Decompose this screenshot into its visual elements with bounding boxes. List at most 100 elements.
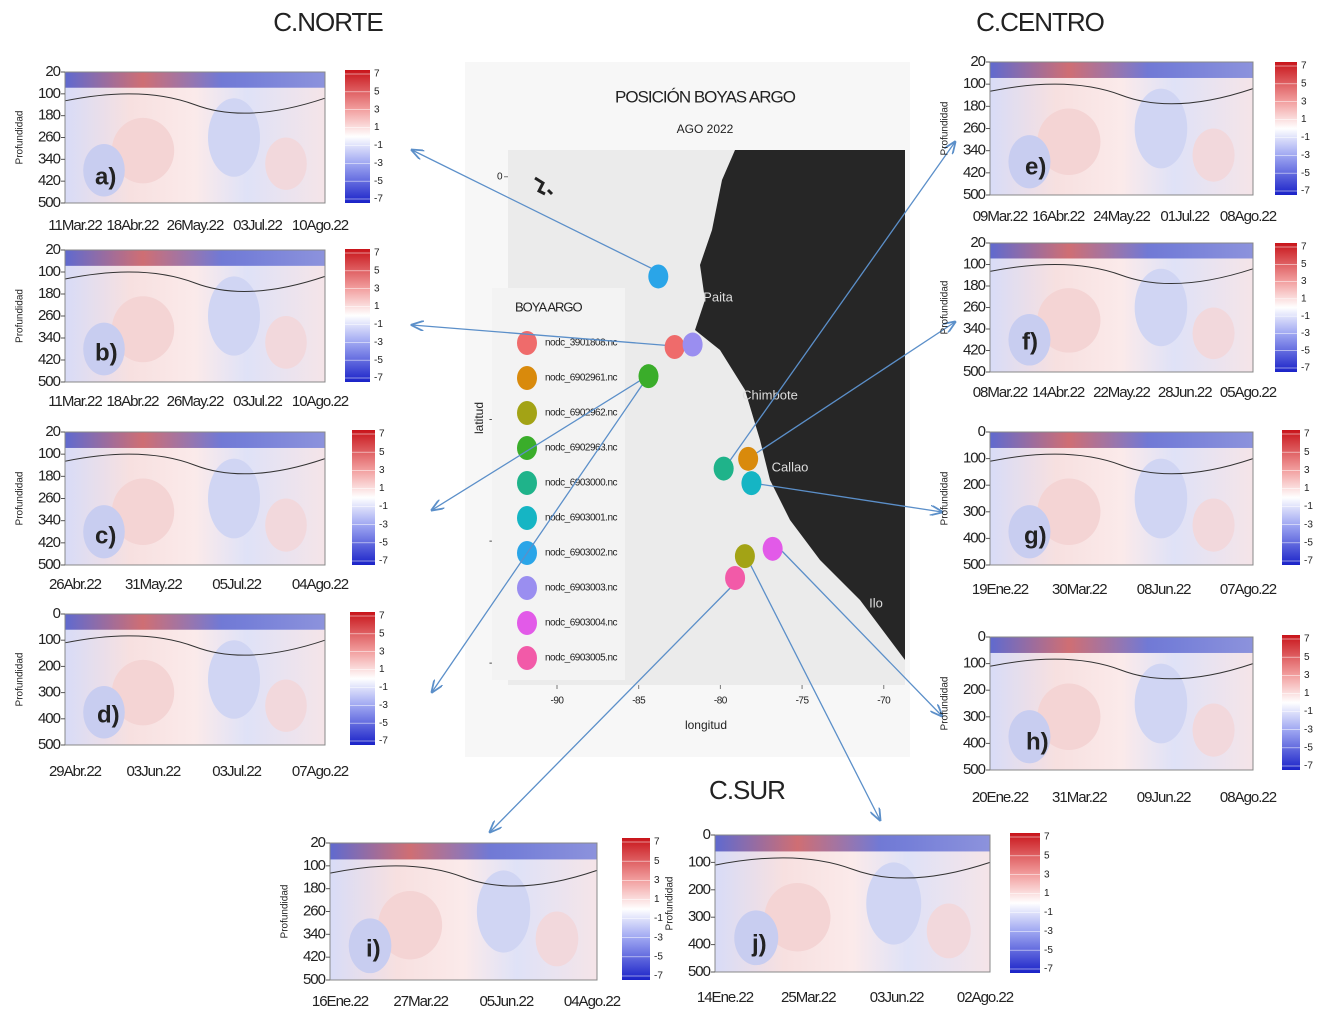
x-tick-label: 14Abr.22 — [1032, 384, 1085, 401]
x-tick-label: 20Ene.22 — [972, 789, 1029, 806]
x-tick-label: 27Mar.22 — [393, 993, 448, 1010]
colorbar-label: -1 — [1044, 907, 1053, 918]
y-tick-label: 100 — [38, 85, 61, 102]
colorbar-label: 5 — [379, 447, 385, 458]
legend-swatch — [517, 611, 537, 635]
anomaly-blob — [1008, 313, 1051, 366]
anomaly-blob — [1037, 288, 1101, 353]
colorbar-label: 1 — [1301, 114, 1307, 125]
legend-swatch — [517, 331, 537, 355]
x-tick-label: 03Jul.22 — [233, 393, 282, 410]
y-tick-label: 500 — [38, 194, 61, 211]
anomaly-blob — [734, 910, 779, 966]
region-title: C.SUR — [709, 775, 785, 805]
arrow — [432, 374, 650, 510]
panel-label: b) — [95, 339, 118, 366]
anomaly-blob — [476, 870, 531, 953]
anomaly-blob — [1134, 268, 1188, 347]
colorbar-label: 3 — [379, 465, 385, 476]
panel-label: j) — [751, 930, 767, 957]
y-tick-label: 300 — [688, 908, 711, 925]
anomaly-blob — [1008, 505, 1051, 559]
colorbar-label: -3 — [374, 158, 383, 169]
y-tick-label: 180 — [303, 880, 326, 897]
y-tick-label: 20 — [970, 53, 985, 70]
y-tick-label: 340 — [38, 150, 61, 167]
colorbar — [350, 612, 375, 745]
y-tick-label: 420 — [38, 172, 61, 189]
x-tick-label: 31Mar.22 — [1052, 789, 1107, 806]
anomaly-blob — [1037, 683, 1101, 751]
legend-label: nodc_3901808.nc — [545, 338, 618, 349]
y-tick-label: 420 — [38, 351, 61, 368]
anomaly-blob — [265, 679, 307, 732]
colorbar-label: -3 — [1301, 150, 1310, 161]
anomaly-blob — [83, 144, 125, 197]
y-tick-label: 400 — [963, 734, 986, 751]
y-tick-label: 300 — [963, 503, 986, 520]
colorbar-label: 3 — [1301, 276, 1307, 287]
legend-label: nodc_6903000.nc — [545, 478, 618, 489]
x-tick-label: 09Jun.22 — [1137, 789, 1191, 806]
anomaly-blob — [111, 659, 175, 726]
colorbar-label: -7 — [379, 736, 388, 747]
colorbar-label: -5 — [374, 176, 383, 187]
y-tick-label: 340 — [38, 512, 61, 529]
x-tick-label: 18Abr.22 — [106, 217, 159, 234]
x-tick-label: 10Ago.22 — [292, 393, 349, 410]
buoy — [648, 264, 669, 289]
colorbar-label: -5 — [1301, 168, 1310, 179]
colorbar-label: 1 — [379, 483, 385, 494]
y-tick-label: 100 — [38, 631, 61, 648]
y-axis-label: Profundidad — [15, 472, 26, 526]
colorbar — [622, 838, 650, 980]
x-tick-label: 08Jun.22 — [1137, 581, 1191, 598]
map-title: POSICIÓN BOYAS ARGO — [615, 87, 796, 106]
y-axis-label: Profundidad — [665, 877, 676, 931]
x-tick-label: 18Abr.22 — [106, 393, 159, 410]
y-axis-label: Profundidad — [280, 885, 291, 939]
anomaly-blob — [265, 498, 307, 552]
colorbar-label: -3 — [379, 519, 388, 530]
y-tick-label: 0 — [497, 171, 503, 182]
y-tick-label: 420 — [963, 341, 986, 358]
colorbar-label: -1 — [1304, 706, 1313, 717]
legend-swatch — [517, 471, 537, 495]
y-tick-label: 500 — [303, 971, 326, 988]
legend-label: nodc_6903001.nc — [545, 513, 618, 524]
legend-swatch — [517, 506, 537, 530]
y-tick-label: 100 — [688, 853, 711, 870]
anomaly-blob — [1134, 458, 1188, 539]
colorbar-label: 5 — [379, 628, 385, 639]
x-tick-label: 11Mar.22 — [48, 393, 102, 410]
colorbar — [1275, 243, 1297, 372]
x-tick-label: 02Ago.22 — [957, 989, 1014, 1006]
anomaly-blob — [1192, 703, 1235, 757]
contour — [989, 264, 1254, 285]
colorbar-label: -7 — [379, 556, 388, 567]
colorbar-label: 3 — [654, 875, 660, 886]
place-label: Ilo — [869, 595, 883, 610]
buoy — [738, 446, 759, 471]
y-tick-label: 260 — [38, 128, 61, 145]
legend-label: nodc_6902961.nc — [545, 373, 618, 384]
x-tick-label: 03Jul.22 — [233, 217, 282, 234]
y-tick-label: 260 — [963, 119, 986, 136]
anomaly-blob — [111, 296, 175, 363]
colorbar-label: -1 — [1304, 501, 1313, 512]
y-tick-label: 420 — [38, 534, 61, 551]
colorbar-label: -5 — [1044, 945, 1053, 956]
anomaly-blob — [1008, 710, 1051, 764]
colorbar-label: -5 — [379, 718, 388, 729]
colorbar-label: 5 — [374, 86, 380, 97]
surface-band — [65, 72, 325, 88]
y-tick-label: 0 — [978, 628, 986, 645]
legend-title: BOYA ARGO — [515, 299, 583, 314]
colorbar-label: -1 — [1301, 132, 1310, 143]
y-axis-label: Profundidad — [940, 102, 951, 156]
legend-box — [492, 288, 625, 680]
x-tick-label: 07Ago.22 — [292, 763, 349, 780]
anomaly-blob — [111, 478, 175, 546]
x-tick-label: 04Ago.22 — [564, 993, 621, 1010]
anomaly-blob — [208, 98, 260, 177]
